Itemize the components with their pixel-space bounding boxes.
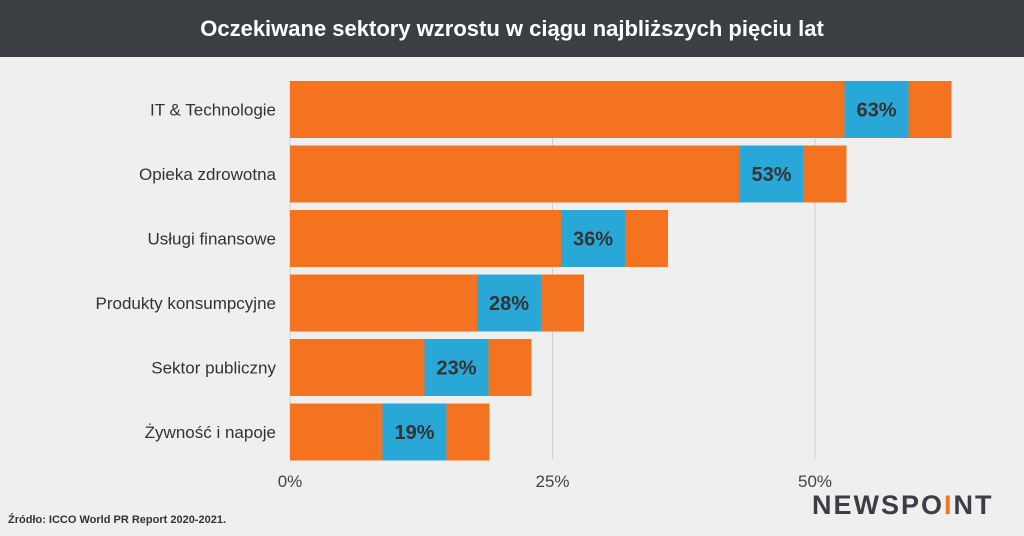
data-label-box [382,403,447,461]
data-label-box [477,274,541,332]
x-tick-label: 0% [278,472,303,491]
data-label: 63% [856,100,896,122]
data-label-box [561,210,625,267]
data-label-box [424,339,489,396]
chart-title: Oczekiwane sektory wzrostu w ciągu najbl… [200,15,824,41]
data-label: 23% [436,358,476,380]
data-label: 19% [394,422,434,444]
title-bar: Oczekiwane sektory wzrostu w ciągu najbl… [0,0,1024,57]
bar [290,339,532,396]
category-label: Opieka zdrowotna [139,165,277,184]
category-label: IT & Technologie [150,101,276,120]
category-label: Produkty konsumpcyjne [96,294,276,313]
bar [290,81,952,138]
data-label-box [739,145,804,203]
data-label-box [844,81,909,138]
data-label: 36% [573,229,613,251]
source-note: Źródło: ICCO World PR Report 2020-2021. [8,514,227,526]
category-label: Sektor publiczny [151,359,276,378]
newspoint-logo: NEWSPOINT [812,490,994,520]
category-label: Usługi finansowe [147,230,276,249]
x-tick-label: 25% [535,472,569,491]
data-label: 53% [751,164,791,186]
category-label: Żywność i napoje [145,423,276,442]
data-label: 28% [489,293,529,315]
bar-chart: 63% IT & Technologie 53% Opieka zdrowotna 36… [96,81,952,491]
x-tick-label: 50% [798,472,832,491]
